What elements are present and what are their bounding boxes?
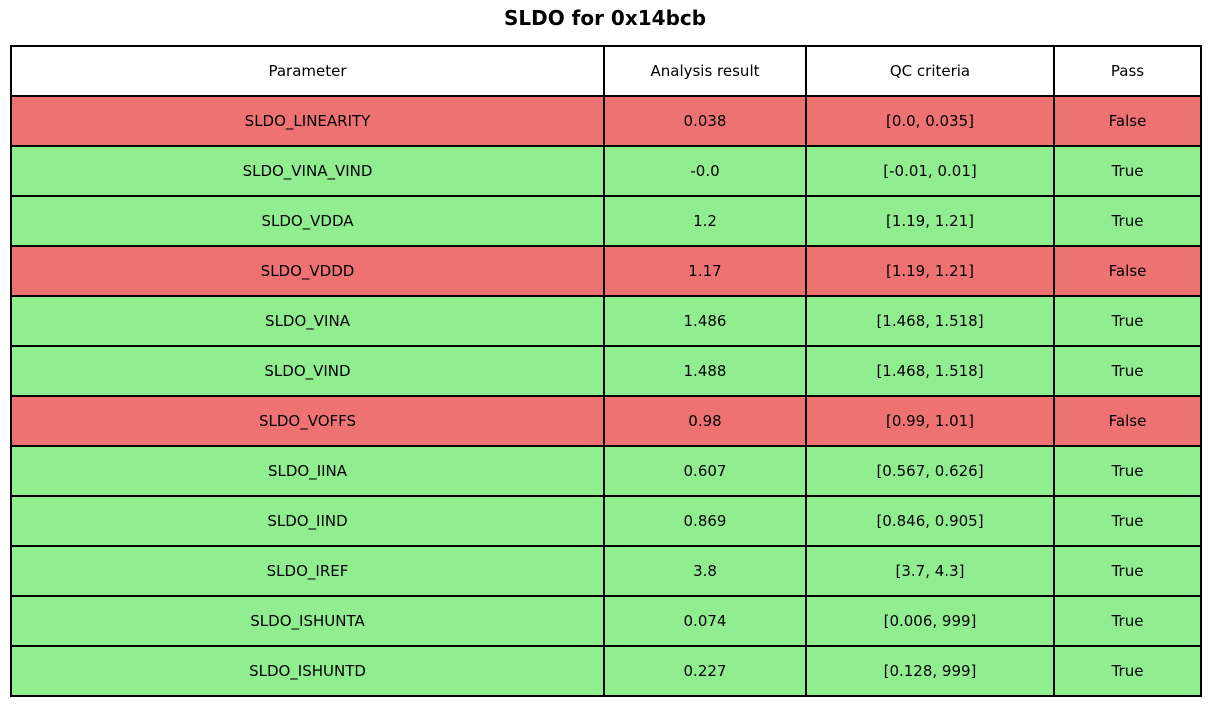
criteria-cell: [-0.01, 0.01]	[805, 145, 1055, 197]
pass-cell: False	[1053, 395, 1202, 447]
parameter-cell: SLDO_VINA	[10, 295, 605, 347]
parameter-cell: SLDO_VDDD	[10, 245, 605, 297]
result-cell: 3.8	[603, 545, 807, 597]
result-cell: 1.17	[603, 245, 807, 297]
parameter-cell: SLDO_IREF	[10, 545, 605, 597]
pass-cell: True	[1053, 345, 1202, 397]
parameter-cell: SLDO_VINA_VIND	[10, 145, 605, 197]
parameter-cell: SLDO_ISHUNTD	[10, 645, 605, 697]
parameter-cell: SLDO_IINA	[10, 445, 605, 497]
parameter-cell: SLDO_LINEARITY	[10, 95, 605, 147]
result-cell: 0.607	[603, 445, 807, 497]
parameter-cell: SLDO_VOFFS	[10, 395, 605, 447]
criteria-cell: [1.468, 1.518]	[805, 345, 1055, 397]
result-cell: 0.98	[603, 395, 807, 447]
column-header-pass: Pass	[1053, 45, 1202, 97]
criteria-cell: [1.19, 1.21]	[805, 195, 1055, 247]
pass-cell: True	[1053, 495, 1202, 547]
parameter-cell: SLDO_VIND	[10, 345, 605, 397]
pass-cell: False	[1053, 245, 1202, 297]
column-header-qc-criteria: QC criteria	[805, 45, 1055, 97]
pass-cell: True	[1053, 295, 1202, 347]
pass-cell: True	[1053, 145, 1202, 197]
criteria-cell: [1.19, 1.21]	[805, 245, 1055, 297]
criteria-cell: [0.006, 999]	[805, 595, 1055, 647]
criteria-cell: [0.0, 0.035]	[805, 95, 1055, 147]
result-cell: 1.486	[603, 295, 807, 347]
pass-cell: True	[1053, 595, 1202, 647]
parameter-cell: SLDO_ISHUNTA	[10, 595, 605, 647]
table-row: SLDO_LINEARITY 0.038 [0.0, 0.035] False	[10, 95, 1202, 147]
table-row: SLDO_VINA 1.486 [1.468, 1.518] True	[10, 295, 1202, 347]
criteria-cell: [0.99, 1.01]	[805, 395, 1055, 447]
result-cell: 0.038	[603, 95, 807, 147]
criteria-cell: [0.846, 0.905]	[805, 495, 1055, 547]
pass-cell: True	[1053, 445, 1202, 497]
pass-cell: True	[1053, 195, 1202, 247]
qc-results-table: Parameter Analysis result QC criteria Pass …	[10, 45, 1202, 697]
result-cell: 0.227	[603, 645, 807, 697]
table-row: SLDO_VDDA 1.2 [1.19, 1.21] True	[10, 195, 1202, 247]
result-cell: 0.074	[603, 595, 807, 647]
table-row: SLDO_ISHUNTA 0.074 [0.006, 999] True	[10, 595, 1202, 647]
pass-cell: True	[1053, 645, 1202, 697]
parameter-cell: SLDO_VDDA	[10, 195, 605, 247]
pass-cell: False	[1053, 95, 1202, 147]
table-row: SLDO_VIND 1.488 [1.468, 1.518] True	[10, 345, 1202, 397]
result-cell: 1.488	[603, 345, 807, 397]
criteria-cell: [3.7, 4.3]	[805, 545, 1055, 597]
result-cell: 1.2	[603, 195, 807, 247]
column-header-parameter: Parameter	[10, 45, 605, 97]
criteria-cell: [1.468, 1.518]	[805, 295, 1055, 347]
table-row: SLDO_VOFFS 0.98 [0.99, 1.01] False	[10, 395, 1202, 447]
header-row: Parameter Analysis result QC criteria Pass	[10, 45, 1202, 97]
table-row: SLDO_VINA_VIND -0.0 [-0.01, 0.01] True	[10, 145, 1202, 197]
pass-cell: True	[1053, 545, 1202, 597]
table-row: SLDO_ISHUNTD 0.227 [0.128, 999] True	[10, 645, 1202, 697]
result-cell: -0.0	[603, 145, 807, 197]
criteria-cell: [0.567, 0.626]	[805, 445, 1055, 497]
page-title: SLDO for 0x14bcb	[503, 6, 707, 30]
table-row: SLDO_IREF 3.8 [3.7, 4.3] True	[10, 545, 1202, 597]
table-row: SLDO_IIND 0.869 [0.846, 0.905] True	[10, 495, 1202, 547]
result-cell: 0.869	[603, 495, 807, 547]
table-row: SLDO_VDDD 1.17 [1.19, 1.21] False	[10, 245, 1202, 297]
parameter-cell: SLDO_IIND	[10, 495, 605, 547]
criteria-cell: [0.128, 999]	[805, 645, 1055, 697]
column-header-analysis-result: Analysis result	[603, 45, 807, 97]
table-row: SLDO_IINA 0.607 [0.567, 0.626] True	[10, 445, 1202, 497]
